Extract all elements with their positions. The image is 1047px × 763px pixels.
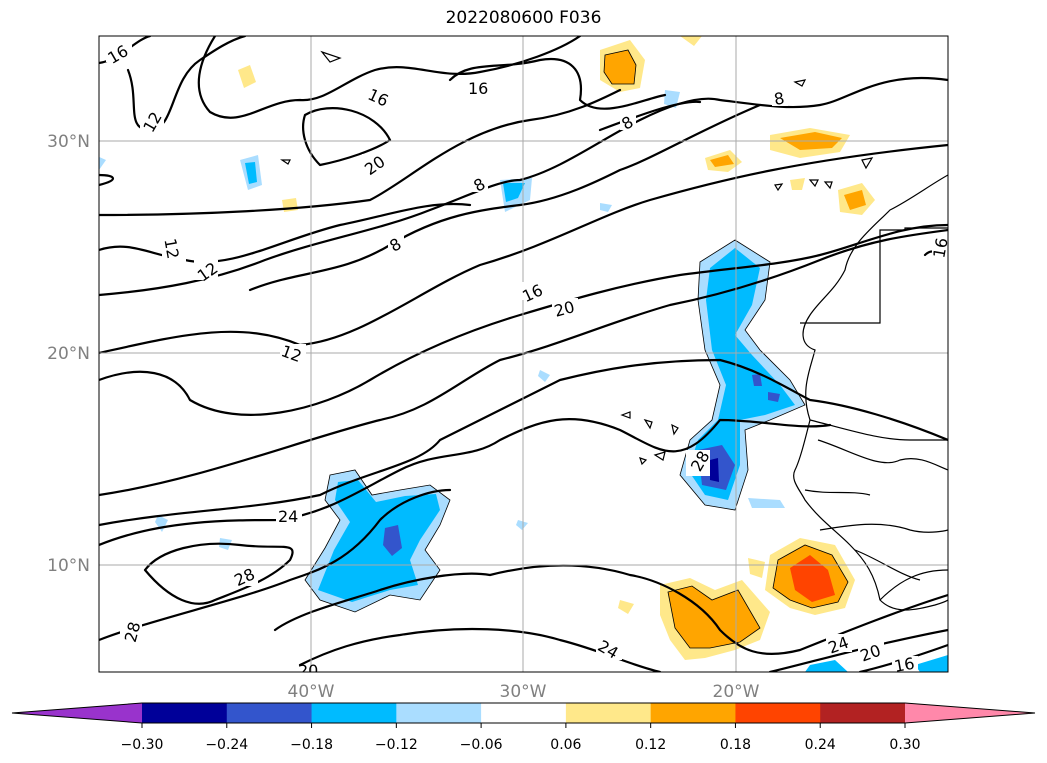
lon-label: 20°W [713, 682, 760, 702]
border-line [854, 549, 921, 581]
contour-line [273, 564, 948, 655]
contour-line [99, 418, 832, 547]
contour-label: 28 [121, 620, 145, 645]
lon-label: 30°W [500, 682, 547, 702]
contour-line [99, 223, 948, 416]
contour-line [448, 57, 667, 110]
colorbar-segment [226, 703, 313, 723]
colorbar-segment [820, 703, 906, 723]
contour-line [99, 358, 948, 527]
contour-line [99, 76, 948, 297]
lat-label: 20°N [47, 344, 90, 364]
contour-label: 16 [893, 654, 916, 676]
colorbar-tick-label: −0.18 [290, 737, 333, 753]
island [861, 157, 874, 170]
colorbar-tick-labels: −0.30 −0.24 −0.18 −0.12 −0.06 0.06 0.12 0.18 0.2… [121, 723, 921, 753]
island [620, 411, 631, 419]
lat-label: 10°N [47, 556, 90, 576]
colorbar-segment [142, 703, 228, 723]
contour-line [248, 103, 762, 292]
contour-line [99, 202, 472, 264]
island [793, 79, 807, 87]
colorbar-segment [396, 703, 482, 723]
island [639, 457, 648, 466]
colorbar-segment [311, 703, 397, 723]
map-title: 2022080600 F036 [445, 8, 602, 28]
contour-label: 8 [773, 88, 786, 108]
colorbar-tick-label: 0.24 [805, 737, 836, 753]
contour-line [768, 628, 948, 672]
colorbar-extend-max [905, 703, 1035, 723]
border-line [809, 419, 948, 441]
map-frame [98, 35, 949, 673]
colorbar-tick-label: −0.30 [121, 737, 164, 753]
lat-label: 30°N [47, 132, 90, 152]
border-line [800, 227, 948, 324]
contour-label: 16 [929, 236, 951, 259]
contour-label: 16 [468, 79, 488, 98]
contour-label: 20 [298, 661, 318, 680]
island [671, 423, 679, 436]
colorbar-tick-label: −0.24 [205, 737, 248, 753]
border-line [819, 523, 948, 533]
contour-line [598, 100, 702, 132]
colorbar-tick-label: −0.06 [460, 737, 503, 753]
colorbar-segment [565, 703, 652, 723]
colorbar-segment [481, 703, 567, 723]
border-line [804, 489, 871, 496]
island [653, 451, 666, 461]
island [280, 159, 291, 165]
colorbar-tick-label: 0.06 [550, 737, 581, 753]
shade-outline-layer [304, 49, 849, 649]
contour-line [302, 107, 392, 167]
gridline-layer [99, 36, 948, 672]
contour-label: 24 [278, 507, 298, 526]
colorbar-segment [650, 703, 736, 723]
contour-line [99, 143, 948, 355]
island [774, 183, 784, 192]
colorbar-tick-label: 0.12 [635, 737, 666, 753]
island [823, 181, 833, 190]
contour-layer [99, 36, 948, 672]
colorbar-tick-label: 0.18 [720, 737, 751, 753]
colorbar-extend-min [12, 703, 142, 723]
contour-line [126, 36, 247, 132]
island [320, 50, 342, 63]
shaded-field-layer [99, 36, 948, 672]
lon-label: 40°W [288, 682, 335, 702]
coastline-layer [280, 50, 948, 611]
contour-label: 12 [160, 237, 182, 260]
contour-label: 20 [552, 297, 577, 321]
contour-line [99, 488, 452, 642]
colorbar-tick-label: 0.30 [889, 737, 920, 753]
contour-line [143, 542, 294, 605]
island [808, 179, 819, 188]
contour-line [197, 36, 582, 119]
colorbar [11, 702, 1036, 724]
island [643, 418, 653, 430]
colorbar-tick-label: −0.12 [375, 737, 418, 753]
colorbar-segment [735, 703, 821, 723]
contour-line [99, 173, 114, 187]
contour-line [99, 88, 622, 217]
contour-line [99, 228, 948, 497]
border-line [817, 439, 948, 471]
